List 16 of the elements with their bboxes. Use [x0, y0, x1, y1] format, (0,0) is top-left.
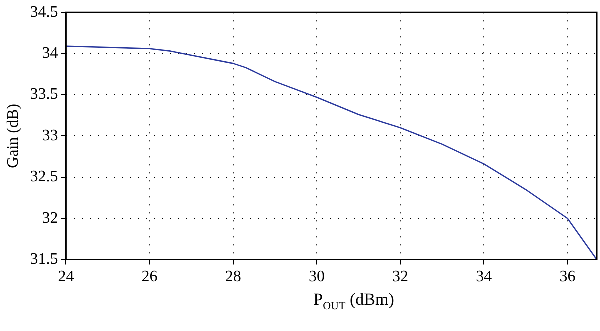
- x-axis-title: P$_{OUT}$ (dBm): [312, 290, 396, 312]
- y-tick-label: 34.5: [30, 4, 58, 21]
- x-tick-label: 36: [560, 268, 576, 286]
- x-tick-label: 34: [476, 268, 492, 286]
- y-tick-label: 34: [42, 45, 58, 62]
- y-axis-title: Gain (dB): [4, 104, 22, 168]
- x-tick-label: 32: [392, 268, 409, 286]
- y-tick-label: 32: [42, 210, 58, 227]
- x-tick-label: 24: [58, 268, 74, 286]
- y-tick-label: 33.5: [30, 86, 58, 104]
- x-tick-label: 28: [225, 268, 242, 286]
- y-tick-label: 32.5: [30, 168, 58, 186]
- y-tick-label: 31.5: [30, 251, 58, 268]
- y-tick-label: 33: [42, 127, 58, 144]
- x-tick-label: 30: [308, 268, 325, 286]
- x-tick-label: 26: [142, 268, 158, 286]
